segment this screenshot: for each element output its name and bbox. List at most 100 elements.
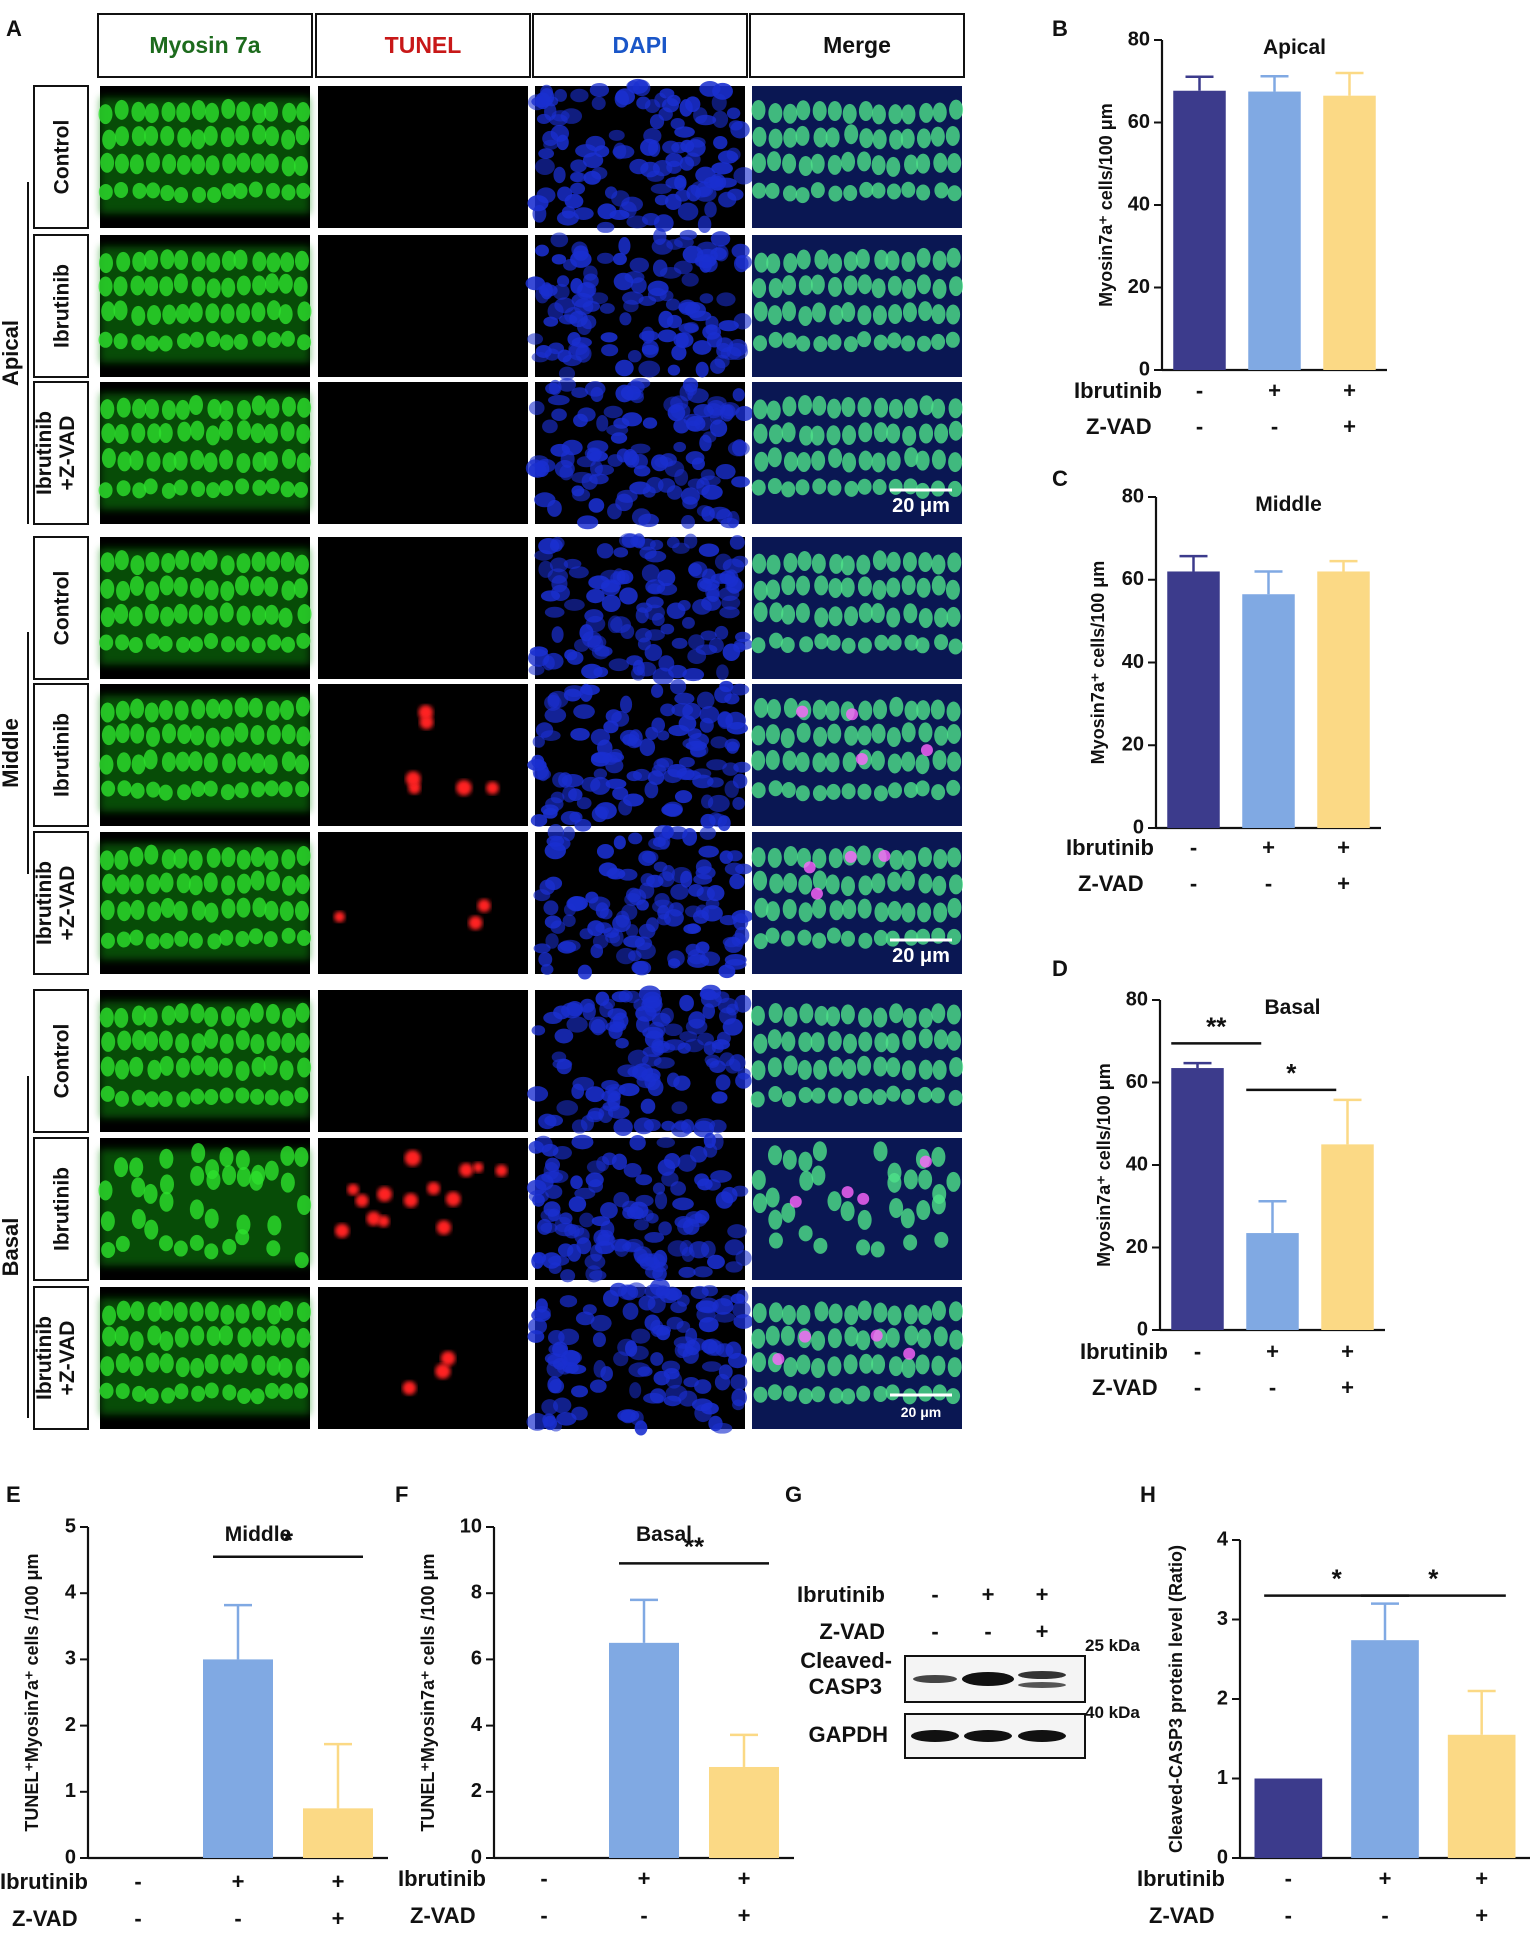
column-header-tunel: TUNEL <box>385 32 462 58</box>
panel-letter-h: H <box>1140 1482 1156 1507</box>
row-label-box <box>33 1137 89 1281</box>
treatment-sign: - <box>1285 1903 1292 1928</box>
panel-g-western-blot: Ibrutinib - + + Z-VAD - - + Cleaved-CASP3 GAPDH 25… <box>797 1582 1140 1759</box>
row-label-1: Ibrutinib <box>50 264 73 348</box>
chart-title: Basal <box>1264 996 1320 1019</box>
micrograph-tile <box>318 832 528 974</box>
bar-2 <box>709 1766 779 1858</box>
panel-letter-g: G <box>785 1482 802 1507</box>
row-label-box <box>33 831 89 975</box>
band-label-cleaved: Cleaved- <box>800 1648 892 1673</box>
micrograph-tile <box>318 86 528 228</box>
micrograph-tile <box>527 984 752 1138</box>
chart-e: 0 1 2 3 4 5 *Middle TUNEL⁺Myosin7a⁺ cells /100 … <box>0 1515 388 1931</box>
micrograph-tile <box>751 537 963 679</box>
chart-title: Middle <box>225 1523 292 1546</box>
panel-letter-a: A <box>6 16 22 41</box>
panel-letter-e: E <box>6 1482 21 1507</box>
panel-letters: A B C D E F G H <box>6 16 1156 1507</box>
y-axis-label: Myosin7a⁺ cells/100 μm <box>1096 103 1116 307</box>
micrograph-tile <box>527 532 754 686</box>
y-tick-label: 60 <box>1122 568 1144 590</box>
scale-bar-apical-label: 20 μm <box>892 495 950 517</box>
y-axis-label: TUNEL⁺Myosin7a⁺ cells /100 μm <box>22 1553 42 1831</box>
band <box>962 1672 1014 1686</box>
panel-letter-c: C <box>1052 466 1068 491</box>
micrograph-tile <box>533 824 754 980</box>
marker-25kda: 25 kDa <box>1085 1636 1140 1655</box>
micrograph-tile <box>525 228 752 381</box>
chart-b: 0 20 40 60 80 Apical Myosin7a⁺ cells/100 μm Ibr… <box>1074 28 1387 439</box>
band <box>1018 1682 1066 1688</box>
treatment-label-ibrutinib: Ibrutinib <box>0 1869 88 1894</box>
treatment-sign: - <box>1190 871 1197 896</box>
significance-label: * <box>283 1525 294 1555</box>
micrograph-tile <box>752 235 964 377</box>
column-header-box <box>532 13 748 78</box>
row-label-box <box>33 381 89 525</box>
blot-sign: + <box>1036 1582 1049 1607</box>
row-label-box <box>33 683 89 827</box>
y-tick-label: 1 <box>65 1780 76 1802</box>
panel-letter-f: F <box>395 1482 408 1507</box>
column-header-box <box>315 13 531 78</box>
treatment-sign: - <box>1269 1375 1276 1400</box>
y-axis-label: Myosin7a⁺ cells/100 μm <box>1094 1063 1114 1267</box>
band <box>913 1675 957 1683</box>
treatment-label-ibrutinib: Ibrutinib <box>398 1866 486 1891</box>
micrograph-tile <box>318 382 528 524</box>
bar-1 <box>1248 91 1301 370</box>
bar-0 <box>1167 571 1220 828</box>
micrograph-tile <box>751 832 964 974</box>
y-tick-label: 0 <box>471 1846 482 1868</box>
micrograph-tile <box>318 235 528 377</box>
treatment-sign: + <box>1475 1903 1488 1928</box>
region-label-middle: Middle <box>0 718 23 788</box>
micrograph-tile <box>750 990 964 1132</box>
micrograph-tile <box>318 684 528 826</box>
row-label-3: Control <box>50 571 73 646</box>
y-tick-label: 40 <box>1126 1153 1148 1175</box>
treatment-label-z-vad: Z-VAD <box>1078 871 1144 896</box>
bar-2 <box>303 1808 373 1858</box>
significance-label: * <box>1332 1564 1343 1594</box>
treatment-label-ibrutinib: Ibrutinib <box>1066 835 1154 860</box>
significance-label: * <box>1428 1564 1439 1594</box>
treatment-sign: + <box>1343 378 1356 403</box>
treatment-sign: + <box>1343 414 1356 439</box>
chart-title: Basal <box>636 1523 692 1546</box>
treatment-sign: - <box>1381 1903 1388 1928</box>
column-header-merge: Merge <box>823 32 891 58</box>
marker-40kda: 40 kDa <box>1085 1703 1140 1722</box>
bar-2 <box>1321 1144 1374 1330</box>
micrograph-tile <box>98 86 311 228</box>
micrograph-tile <box>751 1138 962 1280</box>
y-tick-label: 40 <box>1128 193 1150 215</box>
treatment-sign: + <box>332 1906 345 1931</box>
y-tick-label: 60 <box>1128 111 1150 133</box>
treatment-sign: + <box>1341 1375 1354 1400</box>
micrograph-tile <box>318 1138 528 1280</box>
micrograph-tile <box>526 1132 752 1283</box>
bar-1 <box>1246 1233 1299 1330</box>
micrograph-tile <box>751 382 963 524</box>
band <box>1018 1730 1066 1742</box>
y-tick-label: 4 <box>471 1714 483 1736</box>
micrograph-tile <box>751 684 962 826</box>
band <box>911 1730 959 1742</box>
bar-1 <box>1242 594 1295 828</box>
micrograph-tile <box>99 684 311 826</box>
chart-h: 0 1 2 3 4 * * Cleaved-CASP3 protein level (Rati… <box>1137 1528 1530 1928</box>
bar-1 <box>1351 1640 1419 1858</box>
y-tick-label: 4 <box>65 1581 77 1603</box>
y-tick-label: 2 <box>65 1714 76 1736</box>
micrograph-tile <box>526 1278 754 1436</box>
y-tick-label: 0 <box>1217 1846 1228 1868</box>
y-tick-label: 20 <box>1122 734 1144 756</box>
blot-sign: - <box>984 1619 991 1644</box>
treatment-sign: - <box>1271 414 1278 439</box>
significance-label: ** <box>1206 1011 1227 1041</box>
row-label-2: Ibrutinib+Z-VAD <box>33 411 79 495</box>
micrograph-tile <box>318 537 528 679</box>
